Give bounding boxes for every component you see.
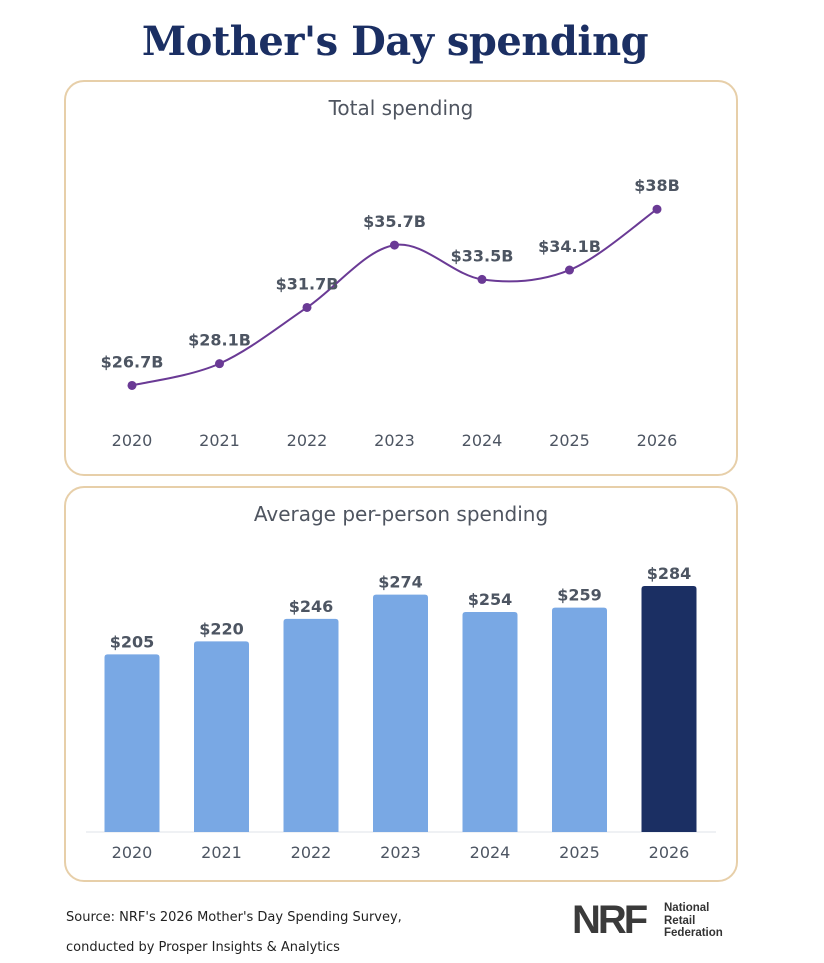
data-point-2022 (302, 302, 312, 312)
x-tick-2025: 2025 (559, 843, 600, 862)
per-person-title: Average per-person spending (253, 502, 549, 526)
page-title: Mother's Day spending (141, 18, 649, 65)
bar-2024 (462, 611, 518, 832)
total-spending-line-chart: $26.7B 2020 $28.1B 2021 $31.7B 2022 $35.7B 2023… (101, 176, 680, 450)
x-tick-2020: 2020 (112, 431, 153, 450)
x-tick-2020: 2020 (112, 843, 153, 862)
nrf-logo-text: National Retail Federation (664, 902, 723, 940)
x-tick-2024: 2024 (470, 843, 511, 862)
total-spending-line (131, 208, 658, 387)
bar-2021 (194, 641, 249, 832)
bar-2022 (283, 618, 339, 832)
nrf-logo-line-2: Retail (664, 914, 696, 927)
source-line-1: Source: NRF's 2026 Mother's Day Spending… (66, 910, 402, 925)
per-person-bar-chart: $205 2020 $220 2021 $246 2022 $274 2023 $254 2024… (86, 564, 716, 862)
x-tick-2023: 2023 (374, 431, 415, 450)
source-note: Source: NRF's 2026 Mother's Day Spending… (66, 903, 402, 963)
x-tick-2025: 2025 (549, 431, 590, 450)
per-person-panel: Average per-person spending $205 2020 $220… (64, 486, 738, 882)
x-tick-2022: 2022 (287, 431, 328, 450)
value-label-2023: $35.7B (363, 212, 426, 231)
value-label-2022: $31.7B (276, 274, 339, 293)
data-point-2021 (215, 359, 224, 369)
value-label-2021: $220 (199, 619, 244, 638)
data-point-2023 (390, 240, 399, 250)
x-tick-2026: 2026 (649, 843, 690, 862)
x-tick-2024: 2024 (462, 431, 503, 450)
x-tick-2023: 2023 (380, 843, 421, 862)
x-tick-2026: 2026 (637, 431, 678, 450)
value-label-2022: $246 (289, 597, 334, 616)
value-label-2021: $28.1B (188, 331, 251, 350)
total-spending-title: Total spending (328, 96, 474, 120)
bar-2023 (373, 594, 428, 832)
data-point-2024 (477, 274, 487, 284)
value-label-2020: $205 (110, 632, 155, 651)
value-label-2023: $274 (378, 573, 423, 592)
data-point-2026 (652, 204, 662, 214)
bar-2020 (104, 654, 160, 832)
nrf-logo-line-3: Federation (664, 927, 723, 939)
nrf-logo-line-1: National (664, 902, 710, 914)
value-label-2024: $254 (468, 590, 513, 609)
source-line-2: conducted by Prosper Insights & Analytic… (66, 940, 340, 955)
x-tick-2021: 2021 (201, 843, 242, 862)
data-point-2020 (127, 380, 137, 390)
value-label-2026: $38B (634, 176, 680, 195)
total-spending-panel: Total spending $26.7B 2020 $28.1B 2021 $31.7… (64, 80, 738, 476)
value-label-2024: $33.5B (451, 246, 514, 265)
bar-2025 (552, 607, 607, 832)
x-tick-2021: 2021 (199, 431, 240, 450)
value-label-2025: $34.1B (538, 237, 601, 256)
nrf-logo: NRF National Retail Federation (572, 896, 752, 946)
value-label-2025: $259 (557, 586, 602, 605)
value-label-2026: $284 (647, 564, 692, 583)
bar-2026 (641, 586, 697, 832)
nrf-logo-mark: NRF (572, 898, 648, 942)
x-tick-2022: 2022 (291, 843, 332, 862)
value-label-2020: $26.7B (101, 352, 164, 371)
data-point-2025 (565, 265, 574, 275)
